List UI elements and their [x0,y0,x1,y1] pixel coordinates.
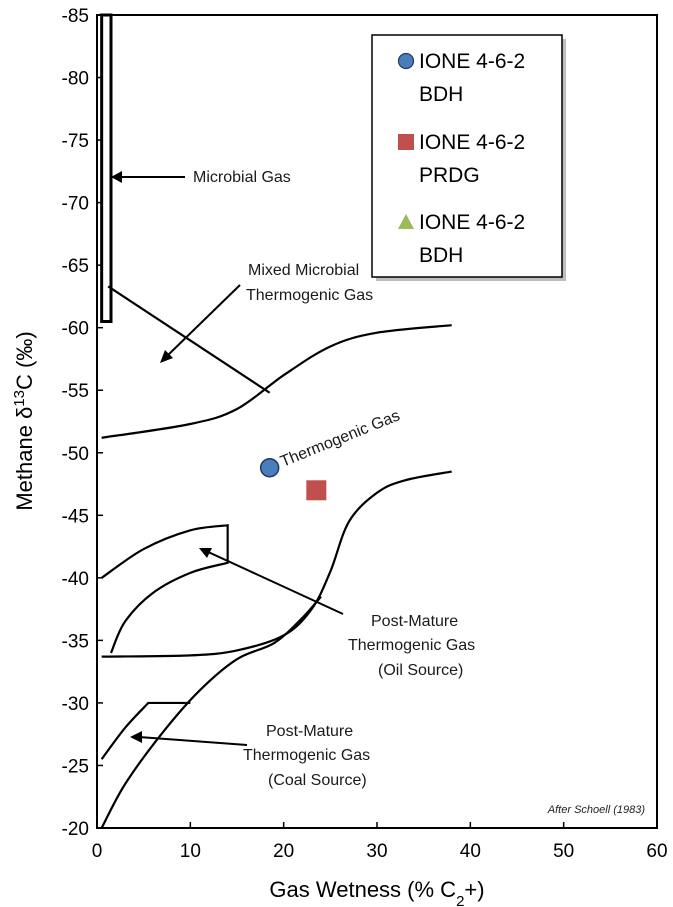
mixed-arrow [165,284,241,358]
y-tick-label: -70 [62,194,89,215]
legend-marker-triangle [398,214,414,229]
credit-text: After Schoell (1983) [547,804,646,816]
annotation-post-coal-line3: (Coal Source) [268,772,367,789]
boundary-thermogenic-upper [101,324,452,439]
post-oil-arrow [205,550,344,615]
x-tick-label: 20 [273,841,294,862]
legend-marker-circle [397,52,415,70]
annotation-post-coal: Post-Mature [266,723,353,740]
boundary-coal-upper [100,701,191,760]
legend-label-prdg: IONE 4-6-2 [419,131,525,154]
y-tick-label: -60 [62,319,89,340]
legend-marker-square [398,134,414,150]
x-tick-label: 0 [92,841,103,862]
data-point-square [306,480,327,501]
legend-label-bdh-2-line2: BDH [419,244,463,267]
y-tick-label: -20 [62,819,89,840]
x-tick-label: 30 [366,841,387,862]
boundary-mixed-diagonal [107,285,271,394]
legend-label-prdg-line2: PRDG [419,164,480,187]
x-axis-title: Gas Wetness (% C2+) [269,877,484,907]
legend: IONE 4-6-2 BDH IONE 4-6-2 PRDG IONE 4-6-… [371,34,566,281]
annotation-microbial: Microbial Gas [193,169,291,186]
legend-label-bdh: IONE 4-6-2 [419,50,525,73]
y-tick-label: -85 [62,6,89,27]
annotation-mixed-line2: Thermogenic Gas [246,287,373,304]
legend-box [371,34,563,278]
legend-label-bdh-line2: BDH [419,83,463,106]
x-tick-label: 10 [180,841,201,862]
y-tick-label: -50 [62,444,89,465]
annotation-mixed: Mixed Microbial [248,262,359,279]
data-points [259,458,327,501]
x-tick-label: 40 [460,841,481,862]
data-point-circle [259,458,280,478]
post-coal-arrow [138,736,248,746]
y-tick-label: -25 [62,756,89,777]
y-axis-ticks: -85 -80 -75 -70 -65 -60 -55 -50 -45 -40 -35 -30 -25 -… [62,6,103,840]
field-boundaries [100,13,452,829]
legend-label-bdh-2: IONE 4-6-2 [419,211,525,234]
boundary-oil-upper [101,524,229,654]
y-tick-label: -30 [62,694,89,715]
boundary-microbial-box [100,13,113,323]
annotation-post-oil-line2: Thermogenic Gas [348,637,475,654]
annotation-post-oil-line3: (Oil Source) [378,662,463,679]
mixed-arrowhead [160,350,173,363]
post-coal-arrowhead [130,731,142,743]
y-tick-label: -55 [62,381,89,402]
y-tick-label: -40 [62,569,89,590]
x-tick-label: 60 [646,841,667,862]
annotation-thermogenic: Thermogenic Gas [278,407,402,470]
boundary-coal-lower [100,595,322,829]
microbial-arrowhead [111,171,122,183]
boundary-oil-lower [101,470,452,658]
y-tick-label: -35 [62,631,89,652]
x-axis-ticks: 0 10 20 30 40 50 60 [92,822,668,862]
y-tick-label: -80 [62,69,89,90]
y-tick-label: -75 [62,131,89,152]
post-oil-arrowhead [199,548,212,558]
y-axis-title: Methane δ13C (‰) [11,331,38,510]
x-tick-label: 50 [553,841,574,862]
y-tick-label: -65 [62,256,89,277]
annotation-post-oil: Post-Mature [371,613,458,630]
y-tick-label: -45 [62,506,89,527]
annotation-post-coal-line2: Thermogenic Gas [243,747,370,764]
